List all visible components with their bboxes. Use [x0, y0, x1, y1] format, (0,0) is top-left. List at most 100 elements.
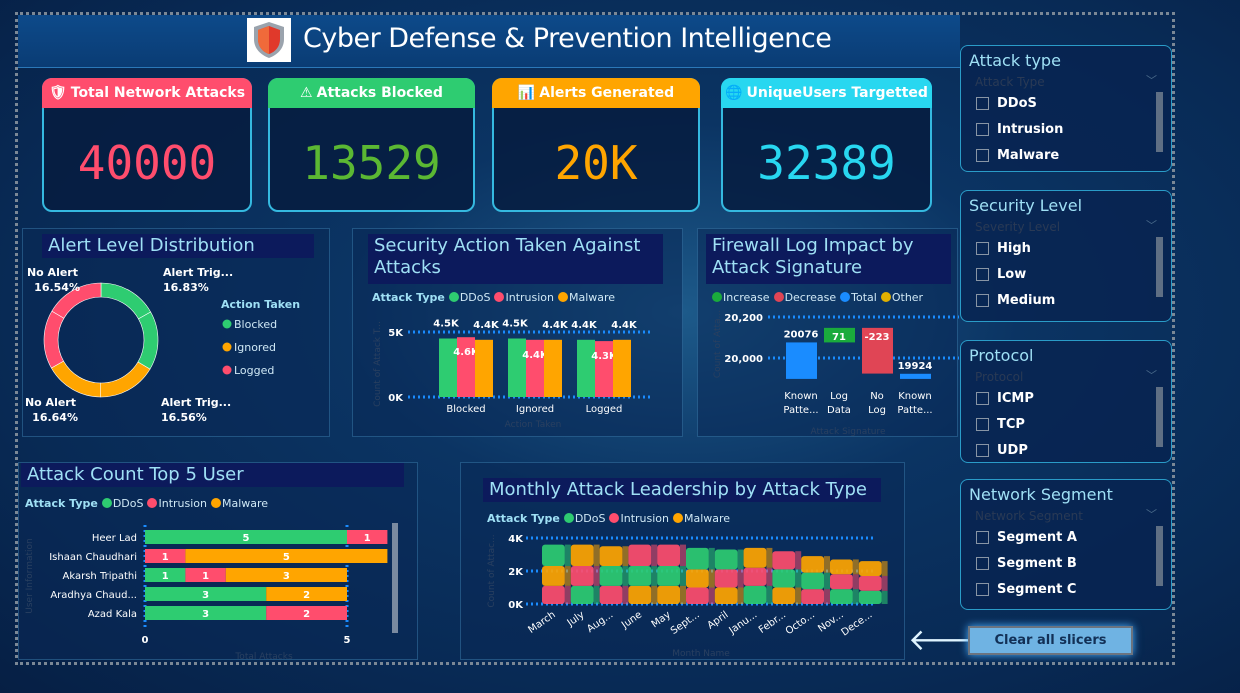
- checkbox[interactable]: [976, 418, 989, 431]
- bar-malware[interactable]: [266, 587, 347, 601]
- checkbox[interactable]: [976, 392, 989, 405]
- bar-ddos[interactable]: [145, 530, 347, 544]
- legend-ddos[interactable]: DDoS: [563, 512, 605, 525]
- ribbon-segment-malware[interactable]: [772, 587, 796, 605]
- legend-increase[interactable]: Increase: [712, 291, 770, 304]
- legend-total[interactable]: Total: [840, 291, 877, 304]
- clear-all-slicers-button[interactable]: Clear all slicers: [968, 626, 1133, 655]
- legend-item[interactable]: Logged: [234, 364, 274, 377]
- bar-malware[interactable]: [185, 549, 388, 563]
- ribbon-segment-malware[interactable]: [599, 546, 623, 567]
- slicer-option[interactable]: Segment A: [976, 530, 1077, 545]
- chevron-down-icon[interactable]: ﹀: [1146, 369, 1157, 382]
- bar-intrusion[interactable]: [347, 530, 388, 544]
- checkbox[interactable]: [976, 294, 989, 307]
- ribbon-segment-ddos[interactable]: [801, 572, 824, 590]
- bar-intrusion[interactable]: [185, 568, 226, 582]
- bar-ddos[interactable]: [145, 568, 186, 582]
- scrollbar[interactable]: [1156, 237, 1163, 297]
- chevron-down-icon[interactable]: ﹀: [1146, 508, 1157, 521]
- chevron-down-icon[interactable]: ﹀: [1146, 219, 1157, 232]
- legend-item[interactable]: Blocked: [234, 318, 277, 331]
- ribbon-segment-intrusion[interactable]: [599, 585, 623, 604]
- bar-intrusion[interactable]: [526, 339, 544, 397]
- bar-ddos[interactable]: [577, 339, 595, 397]
- ribbon-segment-intrusion[interactable]: [772, 551, 796, 570]
- slicer-option[interactable]: TCP: [976, 417, 1025, 432]
- ribbon-segment-ddos[interactable]: [772, 569, 796, 588]
- ribbon-segment-malware[interactable]: [743, 547, 767, 568]
- bar-malware[interactable]: [225, 568, 347, 582]
- bar-intrusion[interactable]: [457, 337, 475, 397]
- bar-ddos[interactable]: [145, 587, 267, 601]
- ribbon-segment-malware[interactable]: [542, 566, 565, 586]
- legend-other[interactable]: Other: [880, 291, 923, 304]
- scrollbar[interactable]: [1156, 387, 1163, 447]
- bar-intrusion[interactable]: [266, 606, 347, 620]
- donut-slice[interactable]: [51, 282, 102, 319]
- ribbon-segment-ddos[interactable]: [686, 547, 709, 570]
- ribbon-segment-ddos[interactable]: [542, 544, 565, 567]
- ribbon-segment-intrusion[interactable]: [542, 585, 565, 604]
- ribbon-segment-intrusion[interactable]: [570, 566, 594, 586]
- legend-decrease[interactable]: Decrease: [773, 291, 836, 304]
- legend-item[interactable]: Ignored: [234, 341, 276, 354]
- legend-intrusion[interactable]: Intrusion: [494, 291, 554, 304]
- checkbox[interactable]: [976, 242, 989, 255]
- slicer-option[interactable]: Malware: [976, 148, 1059, 163]
- slicer-option[interactable]: Intrusion: [976, 122, 1063, 137]
- donut-slice[interactable]: [100, 282, 152, 320]
- waterfall-bar[interactable]: [900, 373, 931, 379]
- scrollbar[interactable]: [1156, 92, 1163, 152]
- slicer-option[interactable]: ICMP: [976, 391, 1034, 406]
- slicer-option[interactable]: Segment C: [976, 582, 1076, 597]
- ribbon-segment-malware[interactable]: [686, 569, 709, 588]
- legend-ddos[interactable]: DDoS: [448, 291, 490, 304]
- waterfall-bar[interactable]: [862, 327, 893, 374]
- bar-malware[interactable]: [475, 339, 493, 397]
- checkbox[interactable]: [976, 444, 989, 457]
- scrollbar[interactable]: [392, 523, 398, 633]
- donut-slice[interactable]: [137, 311, 159, 370]
- ribbon-segment-ddos[interactable]: [628, 566, 652, 586]
- bar-ddos[interactable]: [439, 338, 457, 398]
- ribbon-segment-intrusion[interactable]: [858, 575, 882, 591]
- slicer-option[interactable]: DDoS: [976, 96, 1037, 111]
- bar-malware[interactable]: [544, 339, 562, 397]
- waterfall-bar[interactable]: [786, 342, 817, 379]
- bar-malware[interactable]: [613, 339, 631, 397]
- slicer-option[interactable]: Low: [976, 267, 1026, 282]
- ribbon-segment-intrusion[interactable]: [628, 544, 652, 567]
- legend-malware[interactable]: Malware: [211, 497, 268, 510]
- ribbon-segment-intrusion[interactable]: [801, 589, 824, 604]
- legend-malware[interactable]: Malware: [673, 512, 730, 525]
- chevron-down-icon[interactable]: ﹀: [1146, 74, 1157, 87]
- waterfall-bar[interactable]: [824, 327, 855, 343]
- ribbon-segment-ddos[interactable]: [743, 585, 767, 604]
- checkbox[interactable]: [976, 97, 989, 110]
- checkbox[interactable]: [976, 149, 989, 162]
- bar-intrusion[interactable]: [145, 549, 186, 563]
- ribbon-segment-ddos[interactable]: [570, 585, 594, 604]
- slicer-option[interactable]: Segment B: [976, 556, 1077, 571]
- ribbon-segment-intrusion[interactable]: [657, 544, 680, 567]
- ribbon-segment-malware[interactable]: [657, 585, 680, 604]
- ribbon-segment-malware[interactable]: [714, 587, 738, 605]
- slicer-option[interactable]: UDP: [976, 443, 1028, 458]
- checkbox[interactable]: [976, 123, 989, 136]
- donut-slice[interactable]: [43, 310, 65, 369]
- ribbon-segment-intrusion[interactable]: [743, 567, 767, 586]
- ribbon-segment-ddos[interactable]: [714, 549, 738, 570]
- legend-ddos[interactable]: DDoS: [101, 497, 143, 510]
- ribbon-segment-ddos[interactable]: [858, 590, 882, 604]
- checkbox[interactable]: [976, 268, 989, 281]
- bar-ddos[interactable]: [508, 338, 526, 398]
- ribbon-segment-intrusion[interactable]: [686, 587, 709, 605]
- legend-intrusion[interactable]: Intrusion: [609, 512, 669, 525]
- ribbon-segment-malware[interactable]: [628, 585, 652, 604]
- bar-ddos[interactable]: [145, 606, 267, 620]
- legend-malware[interactable]: Malware: [558, 291, 615, 304]
- ribbon-segment-malware[interactable]: [570, 544, 594, 567]
- scrollbar[interactable]: [1156, 526, 1163, 586]
- legend-intrusion[interactable]: Intrusion: [147, 497, 207, 510]
